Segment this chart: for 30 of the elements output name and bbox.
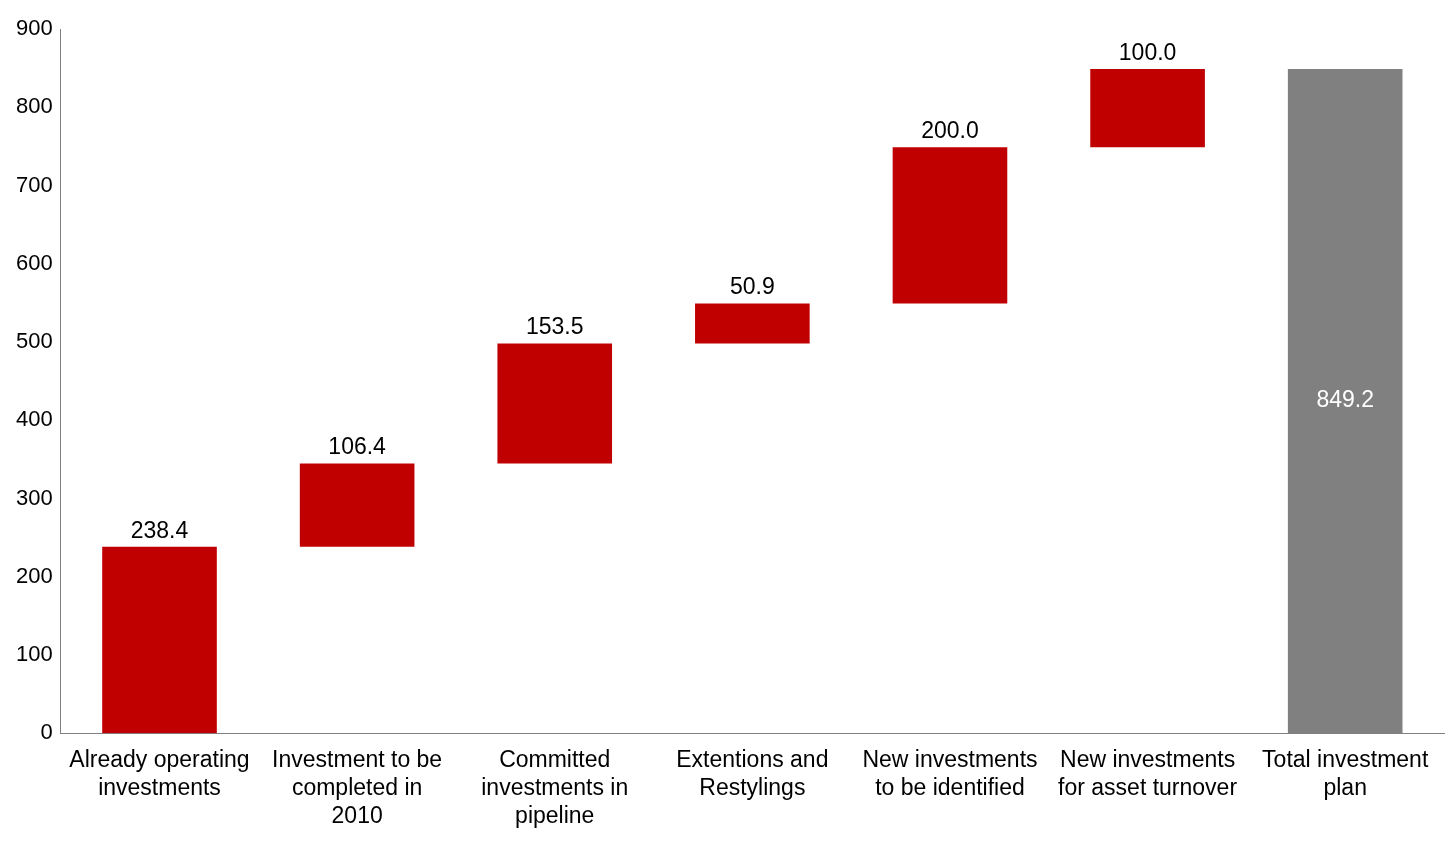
x-tick-label: Investment to be completed in 2010 bbox=[272, 746, 443, 828]
data-label: 100.0 bbox=[1118, 38, 1177, 65]
data-label: 153.5 bbox=[525, 313, 584, 340]
x-tick-label: Total investment plan bbox=[1262, 746, 1429, 800]
data-label: 50.9 bbox=[729, 273, 775, 300]
y-tick-label: 800 bbox=[15, 93, 53, 119]
bar bbox=[299, 463, 415, 547]
y-tick-label: 900 bbox=[15, 15, 53, 41]
bar bbox=[1090, 68, 1205, 148]
data-label: 106.4 bbox=[328, 433, 387, 460]
bar bbox=[497, 343, 613, 464]
bar bbox=[892, 147, 1008, 304]
x-tick-label: Extentions and Restylings bbox=[676, 746, 829, 800]
x-tick-label: New investments for asset turnover bbox=[1058, 746, 1238, 800]
x-tick-label: Already operating investments bbox=[69, 746, 250, 800]
data-label: 200.0 bbox=[921, 117, 979, 143]
y-tick-label: 500 bbox=[15, 328, 53, 354]
y-tick-label: 100 bbox=[15, 641, 53, 667]
y-tick-label: 0 bbox=[40, 719, 53, 745]
x-tick-label: Committed investments in pipeline bbox=[481, 746, 629, 828]
data-label: 849.2 bbox=[1316, 386, 1374, 413]
y-tick-label: 400 bbox=[15, 406, 53, 432]
y-tick-label: 200 bbox=[15, 562, 53, 588]
data-label: 238.4 bbox=[130, 516, 189, 543]
y-tick-label: 300 bbox=[15, 484, 53, 510]
bar bbox=[695, 303, 810, 344]
bar bbox=[102, 546, 217, 734]
y-tick-label: 600 bbox=[15, 249, 53, 275]
y-tick-label: 700 bbox=[15, 171, 53, 197]
x-tick-label: New investments to be identified bbox=[862, 746, 1038, 800]
